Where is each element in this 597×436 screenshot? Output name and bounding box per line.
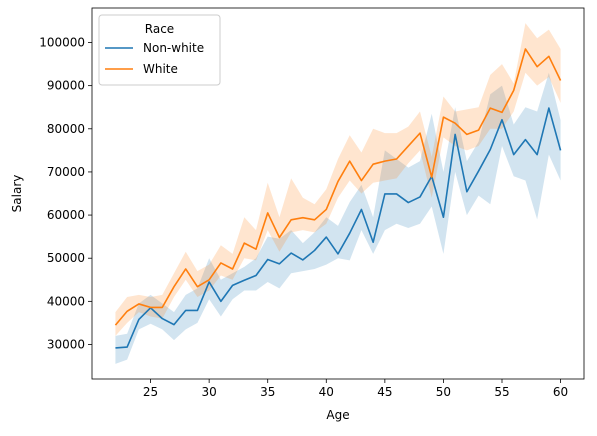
x-tick-label: 45: [377, 385, 392, 399]
x-axis-label: Age: [326, 408, 349, 422]
ci-band-white: [115, 23, 561, 336]
legend-items: Non-white White: [105, 41, 204, 76]
x-tick-label: 25: [143, 385, 158, 399]
y-tick-label: 30000: [47, 337, 85, 351]
legend-box: [98, 14, 221, 86]
confidence-bands: [115, 23, 561, 364]
y-axis-label: Salary: [10, 175, 24, 213]
legend: Race Non-white White: [98, 14, 221, 86]
x-tick-label: 55: [494, 385, 509, 399]
series-line-non-white: [115, 107, 562, 349]
x-tick-label: 50: [436, 385, 451, 399]
y-tick-label: 90000: [47, 79, 85, 93]
x-tick-label: 40: [319, 385, 334, 399]
x-tick-label: 35: [260, 385, 275, 399]
y-tick-label: 100000: [39, 36, 85, 50]
y-tick-label: 40000: [47, 294, 85, 308]
series-lines: [114, 48, 562, 349]
legend-label-non-white: Non-white: [143, 41, 204, 55]
y-axis: 30000 40000 50000 60000 70000 80000 90000 10000…: [39, 36, 92, 351]
y-tick-label: 60000: [47, 208, 85, 222]
ci-band-non-white: [115, 72, 561, 364]
plot-area-frame: [91, 7, 585, 380]
legend-title: Race: [145, 22, 174, 36]
x-tick-label: 60: [553, 385, 568, 399]
x-axis: 25 30 35 40 45 50 55 60: [143, 379, 568, 399]
legend-label-white: White: [143, 62, 178, 76]
y-tick-label: 50000: [47, 251, 85, 265]
x-tick-label: 30: [202, 385, 217, 399]
y-tick-label: 80000: [47, 122, 85, 136]
series-line-white: [114, 48, 562, 326]
y-tick-label: 70000: [47, 165, 85, 179]
